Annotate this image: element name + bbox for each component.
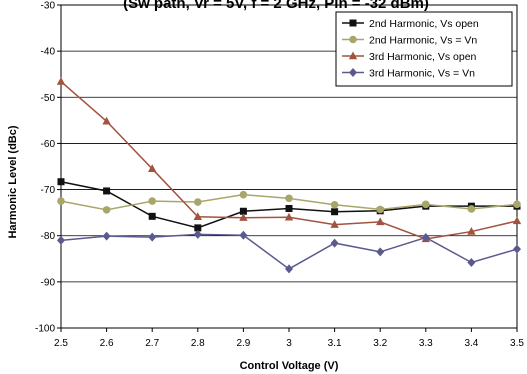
- data-point: [103, 187, 111, 195]
- series-4: [57, 229, 521, 274]
- data-point: [285, 264, 293, 274]
- legend-label: 3rd Harmonic, Vs open: [369, 51, 477, 63]
- data-point: [102, 116, 111, 125]
- series-1: [57, 178, 521, 232]
- data-point: [285, 204, 293, 212]
- y-tick-label: -60: [41, 139, 56, 150]
- x-tick-label: 2.8: [191, 338, 205, 349]
- data-point: [376, 217, 385, 226]
- data-point: [239, 230, 248, 240]
- legend-label: 2nd Harmonic, Vs open: [369, 18, 479, 30]
- data-point: [57, 197, 65, 205]
- series-2: [57, 190, 521, 214]
- x-tick-label: 3.5: [510, 338, 524, 349]
- legend-marker: [349, 68, 357, 77]
- x-axis-label: Control Voltage (V): [240, 360, 339, 372]
- legend-item: 3rd Harmonic, Vs = Vn: [342, 67, 475, 79]
- series-3: [56, 77, 522, 243]
- series-line: [60, 233, 518, 270]
- y-tick-label: -70: [41, 185, 56, 196]
- x-tick-label: 2.6: [100, 338, 114, 349]
- data-point: [102, 206, 111, 214]
- x-tick-label: 3.3: [419, 338, 433, 349]
- data-point: [193, 212, 202, 220]
- data-point: [513, 244, 521, 254]
- y-tick-label: -50: [41, 93, 56, 104]
- y-tick-label: -40: [41, 47, 56, 58]
- data-point: [284, 212, 294, 221]
- data-point: [376, 205, 385, 214]
- data-point: [239, 207, 247, 215]
- y-tick-label: -80: [41, 231, 56, 242]
- legend-item: 2nd Harmonic, Vs = Vn: [342, 34, 477, 46]
- x-tick-label: 2.5: [54, 338, 68, 349]
- data-point: [56, 77, 66, 85]
- data-point: [148, 164, 157, 173]
- data-point: [467, 205, 476, 213]
- data-point: [467, 227, 476, 235]
- legend-label: 2nd Harmonic, Vs = Vn: [369, 34, 477, 46]
- x-tick-label: 3: [286, 338, 292, 349]
- x-tick-label: 2.7: [145, 338, 159, 349]
- y-tick-label: -30: [41, 1, 56, 12]
- data-point: [148, 212, 156, 220]
- x-tick-label: 3.4: [464, 338, 478, 349]
- legend-item: 3rd Harmonic, Vs open: [342, 51, 477, 63]
- y-tick-label: -90: [41, 277, 56, 288]
- data-point: [376, 247, 385, 257]
- x-tick-label: 2.9: [236, 338, 250, 349]
- chart-title: (Sw path, Vr = 5V, f = 2 GHz, Pin = -32 …: [123, 0, 429, 12]
- data-point: [239, 213, 248, 221]
- data-point: [330, 200, 339, 209]
- data-point: [467, 257, 476, 267]
- legend-marker: [348, 51, 358, 60]
- data-point: [421, 233, 430, 243]
- data-point: [194, 224, 202, 232]
- y-axis-label: Harmonic Level (dBc): [7, 125, 19, 238]
- data-point: [330, 238, 339, 248]
- legend-marker: [349, 35, 357, 44]
- data-point: [330, 220, 339, 228]
- data-point: [102, 231, 111, 241]
- y-axis: -30 -40 -50 -60 -70 -80 -90 -100: [35, 1, 61, 335]
- x-tick-label: 3.1: [328, 338, 342, 349]
- x-tick-label: 3.2: [373, 338, 387, 349]
- data-point: [331, 208, 339, 216]
- data-point: [194, 198, 202, 206]
- data-point: [57, 178, 65, 186]
- series-group: [56, 77, 522, 274]
- legend-label: 3rd Harmonic, Vs = Vn: [369, 67, 475, 79]
- data-point: [57, 235, 65, 245]
- legend-box: [335, 11, 513, 87]
- data-point: [148, 232, 157, 242]
- legend-item: 2nd Harmonic, Vs open: [342, 18, 479, 30]
- data-point: [193, 229, 202, 239]
- data-point: [239, 190, 248, 199]
- data-point: [513, 200, 521, 209]
- y-tick-label: -100: [35, 324, 55, 335]
- x-axis: 2.5 2.6 2.7 2.8 2.9 3 3.1 3.2 3.3 3.4 3.5: [54, 328, 524, 349]
- data-point: [285, 194, 293, 203]
- data-point: [422, 200, 430, 209]
- legend-marker: [349, 19, 357, 27]
- data-point: [148, 197, 156, 205]
- data-point: [512, 216, 522, 225]
- legend: 2nd Harmonic, Vs open 2nd Harmonic, Vs = …: [335, 11, 513, 87]
